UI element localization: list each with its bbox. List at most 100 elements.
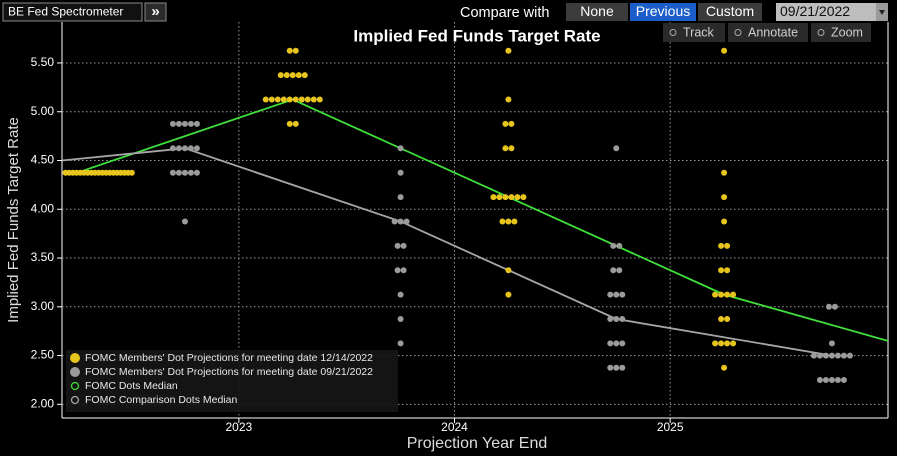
dot xyxy=(262,96,269,103)
dot xyxy=(616,242,623,249)
x-tick-label: 2023 xyxy=(225,420,252,434)
dot xyxy=(718,267,725,274)
dot xyxy=(616,267,623,274)
y-tick-label: 3.50 xyxy=(31,250,55,264)
dot xyxy=(730,291,737,298)
app-title: BE Fed Spectrometer xyxy=(8,5,123,19)
dropdown-arrow[interactable] xyxy=(879,10,885,15)
dot xyxy=(846,352,853,359)
dot xyxy=(840,376,847,383)
compare-option[interactable] xyxy=(698,3,762,21)
dot xyxy=(193,120,200,127)
expand-button-label[interactable]: » xyxy=(151,3,159,20)
expand-button[interactable] xyxy=(144,2,167,22)
dot xyxy=(169,120,176,127)
dot xyxy=(613,145,620,152)
dot xyxy=(394,267,401,274)
legend-label: FOMC Dots Median xyxy=(85,380,178,392)
dot xyxy=(496,194,503,201)
dot xyxy=(607,316,614,322)
legend-label: FOMC Comparison Dots Median xyxy=(85,394,237,406)
dot xyxy=(822,352,829,359)
date-field[interactable] xyxy=(776,3,876,21)
dot xyxy=(169,169,176,176)
compare-option[interactable] xyxy=(630,3,696,21)
dot xyxy=(391,218,398,225)
dot xyxy=(128,169,135,176)
dot xyxy=(499,218,506,225)
dot xyxy=(610,267,617,274)
dot xyxy=(403,218,410,225)
y-tick-label: 2.50 xyxy=(31,348,55,362)
dot xyxy=(613,316,620,322)
chart-tool[interactable] xyxy=(811,23,871,42)
dot xyxy=(397,291,404,298)
dot xyxy=(816,352,823,359)
compare-option-label[interactable]: Previous xyxy=(636,3,690,19)
dot xyxy=(286,47,293,54)
dot xyxy=(718,291,725,298)
dot xyxy=(712,291,719,298)
dot xyxy=(283,72,290,79)
dot xyxy=(619,364,626,371)
dot xyxy=(508,120,515,127)
dot xyxy=(292,96,299,103)
dot xyxy=(619,291,626,298)
dot xyxy=(193,169,200,176)
compare-option-label[interactable]: Custom xyxy=(706,3,754,19)
dot xyxy=(831,303,838,310)
chart-tool-icon[interactable] xyxy=(669,29,677,36)
dot xyxy=(828,340,835,347)
dot xyxy=(397,340,404,347)
y-tick-label: 5.00 xyxy=(31,104,55,118)
y-tick-label: 4.00 xyxy=(31,201,55,215)
chart-tool-label[interactable]: Annotate xyxy=(748,25,798,39)
compare-option[interactable] xyxy=(566,3,628,21)
x-axis-label: Projection Year End xyxy=(407,435,548,452)
y-axis-label: Implied Fed Funds Target Rate xyxy=(5,117,22,323)
dot xyxy=(514,194,521,201)
dot xyxy=(187,169,194,176)
chart-tool[interactable] xyxy=(728,23,808,42)
chart-tool-label[interactable]: Zoom xyxy=(831,25,863,39)
dot xyxy=(397,218,404,225)
dot xyxy=(721,194,728,201)
dot xyxy=(490,194,497,201)
dot xyxy=(834,352,841,359)
dot xyxy=(828,376,835,383)
dot xyxy=(718,242,725,249)
chart-tool[interactable] xyxy=(663,23,725,42)
dot xyxy=(607,364,614,371)
x-tick-label: 2025 xyxy=(657,420,684,434)
dot xyxy=(613,364,620,371)
y-tick-label: 4.50 xyxy=(31,153,55,167)
chart-title: Implied Fed Funds Target Rate xyxy=(353,26,600,45)
compare-option-label[interactable]: None xyxy=(580,3,614,19)
dot xyxy=(822,376,829,383)
dot xyxy=(298,96,305,103)
dot xyxy=(175,120,182,127)
chart-tool-icon[interactable] xyxy=(734,29,742,36)
dot xyxy=(724,291,731,298)
dot xyxy=(721,47,728,54)
dot xyxy=(712,340,719,347)
dot xyxy=(400,242,407,249)
dot xyxy=(397,316,404,322)
dot xyxy=(505,96,512,103)
dot xyxy=(310,96,317,103)
chart-tool-icon[interactable] xyxy=(817,29,825,36)
dot xyxy=(295,72,302,79)
dot xyxy=(607,340,614,347)
dot xyxy=(505,218,512,225)
dot xyxy=(619,340,626,347)
dot xyxy=(619,316,626,322)
dot xyxy=(397,169,404,176)
dot xyxy=(505,47,512,54)
chart-tool-label[interactable]: Track xyxy=(683,25,715,39)
dot xyxy=(169,145,176,152)
dot xyxy=(505,267,512,274)
date-field-value[interactable]: 09/21/2022 xyxy=(780,3,850,19)
dot xyxy=(397,194,404,201)
dot xyxy=(724,340,731,347)
